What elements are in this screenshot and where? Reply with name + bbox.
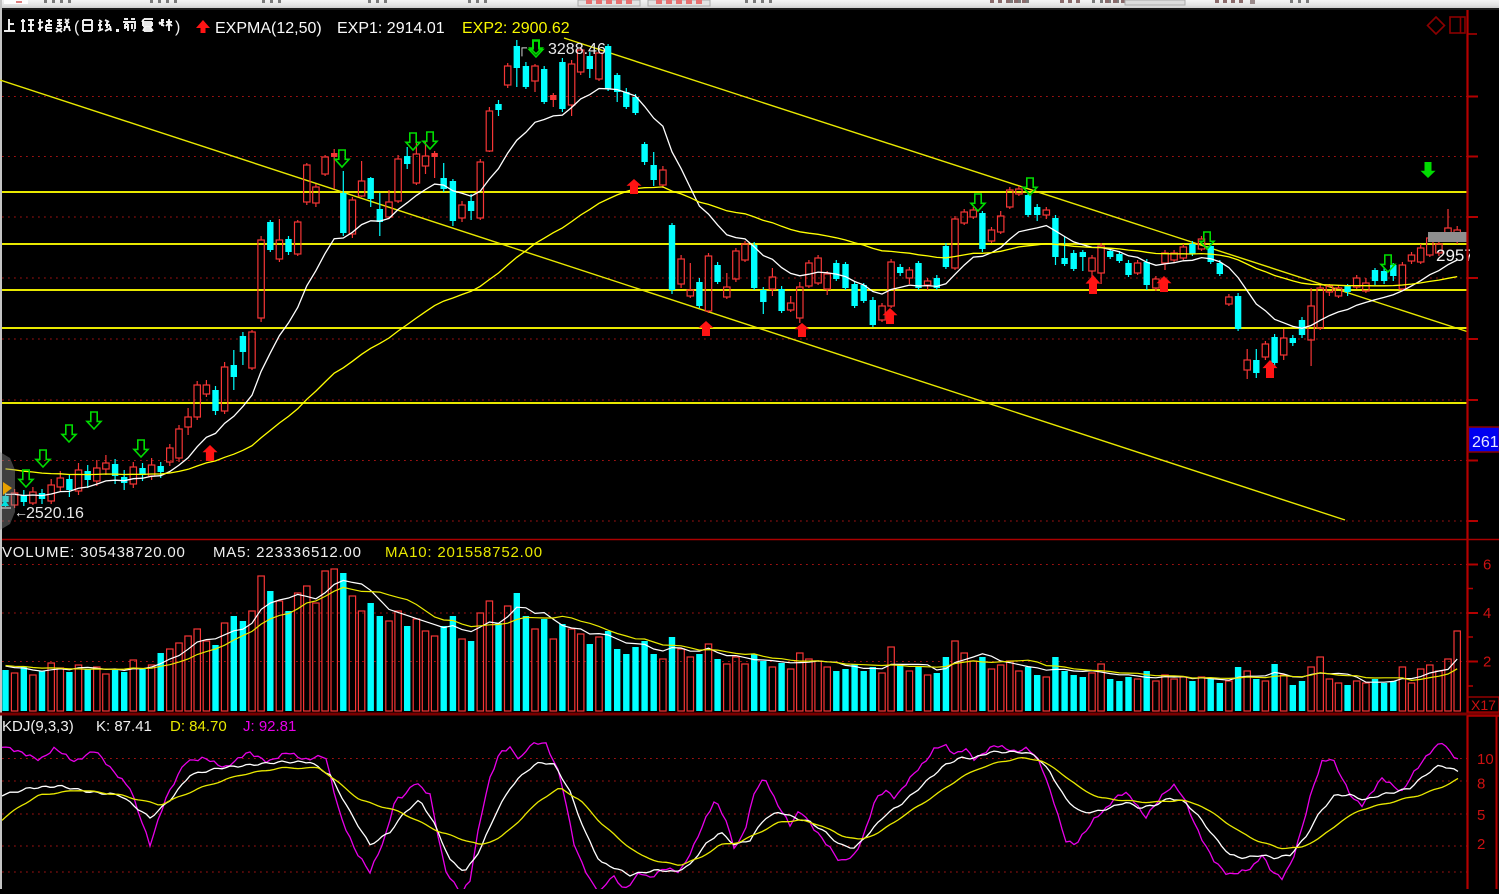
svg-text:EXP1: 2914.01: EXP1: 2914.01 — [337, 20, 445, 37]
svg-text:3288.46: 3288.46 — [548, 41, 606, 58]
svg-text:4: 4 — [1483, 605, 1491, 622]
svg-text:K: 87.41: K: 87.41 — [96, 718, 152, 735]
svg-text:(: ( — [74, 19, 80, 36]
svg-text:2: 2 — [1477, 836, 1485, 853]
svg-text:10: 10 — [1477, 751, 1494, 768]
svg-text:┌: ┌ — [517, 39, 527, 57]
svg-text:2520.16: 2520.16 — [26, 505, 84, 522]
svg-text:EXP2: 2900.62: EXP2: 2900.62 — [462, 20, 570, 37]
svg-text:6: 6 — [1483, 557, 1491, 574]
svg-text:J: 92.81: J: 92.81 — [243, 718, 296, 735]
svg-text:KDJ(9,3,3): KDJ(9,3,3) — [2, 718, 74, 735]
svg-text:5: 5 — [1477, 807, 1485, 824]
svg-text:EXPMA(12,50): EXPMA(12,50) — [215, 20, 322, 37]
svg-text:2: 2 — [1483, 654, 1491, 671]
svg-text:8: 8 — [1477, 776, 1485, 793]
svg-text:MA5: 223336512.00: MA5: 223336512.00 — [213, 544, 362, 561]
svg-text:D: 84.70: D: 84.70 — [170, 718, 227, 735]
svg-text:X17: X17 — [1471, 697, 1496, 713]
svg-text:VOLUME: 305438720.00: VOLUME: 305438720.00 — [2, 544, 186, 561]
svg-text:): ) — [175, 19, 180, 36]
svg-text:MA10: 201558752.00: MA10: 201558752.00 — [385, 544, 543, 561]
svg-text:261: 261 — [1472, 434, 1499, 451]
